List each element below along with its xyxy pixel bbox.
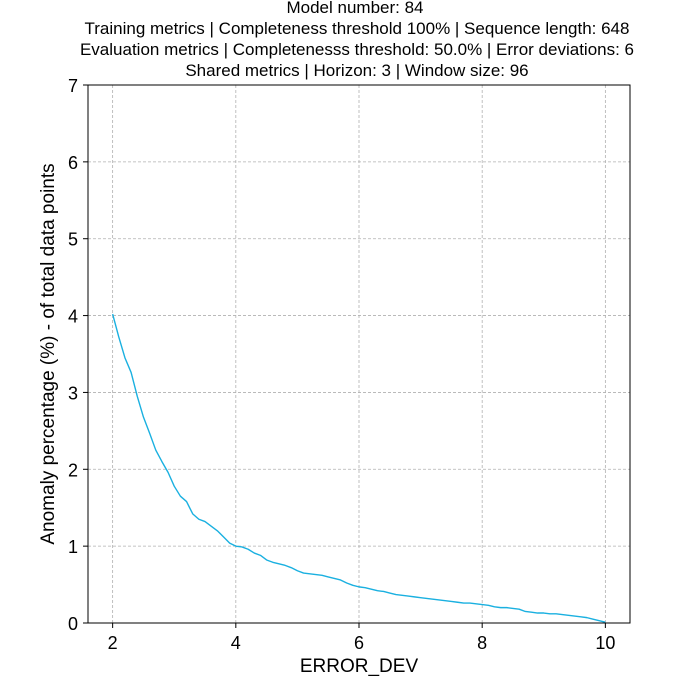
- grid: [88, 84, 630, 624]
- x-tick-label: 8: [477, 633, 487, 653]
- chart-title: Model number: 84 Training metrics | Comp…: [80, 0, 634, 80]
- y-axis-ticks: 0 1 2 3 4 5 6 7: [68, 76, 88, 634]
- y-tick-label: 4: [68, 307, 78, 327]
- x-tick-label: 6: [354, 633, 364, 653]
- y-tick-label: 0: [68, 614, 78, 634]
- title-line-shared: Shared metrics | Horizon: 3 | Window siz…: [185, 61, 528, 80]
- x-tick-label: 10: [595, 633, 615, 653]
- title-line-training: Training metrics | Completeness threshol…: [85, 19, 630, 38]
- title-line-model: Model number: 84: [286, 0, 423, 17]
- title-line-evaluation: Evaluation metrics | Completenesss thres…: [80, 40, 634, 59]
- y-tick-label: 6: [68, 153, 78, 173]
- y-axis-label: Anomaly percentage (%) - of total data p…: [38, 163, 59, 544]
- y-tick-label: 7: [68, 76, 78, 96]
- x-axis-ticks: 2 4 6 8 10: [108, 623, 615, 653]
- y-tick-label: 1: [68, 537, 78, 557]
- x-tick-label: 4: [231, 633, 241, 653]
- y-tick-label: 3: [68, 383, 78, 403]
- y-tick-label: 5: [68, 230, 78, 250]
- series-lines: [111, 313, 606, 623]
- series-line-0: [111, 313, 606, 623]
- x-tick-label: 2: [108, 633, 118, 653]
- x-axis-label: ERROR_DEV: [300, 656, 419, 677]
- y-tick-label: 2: [68, 460, 78, 480]
